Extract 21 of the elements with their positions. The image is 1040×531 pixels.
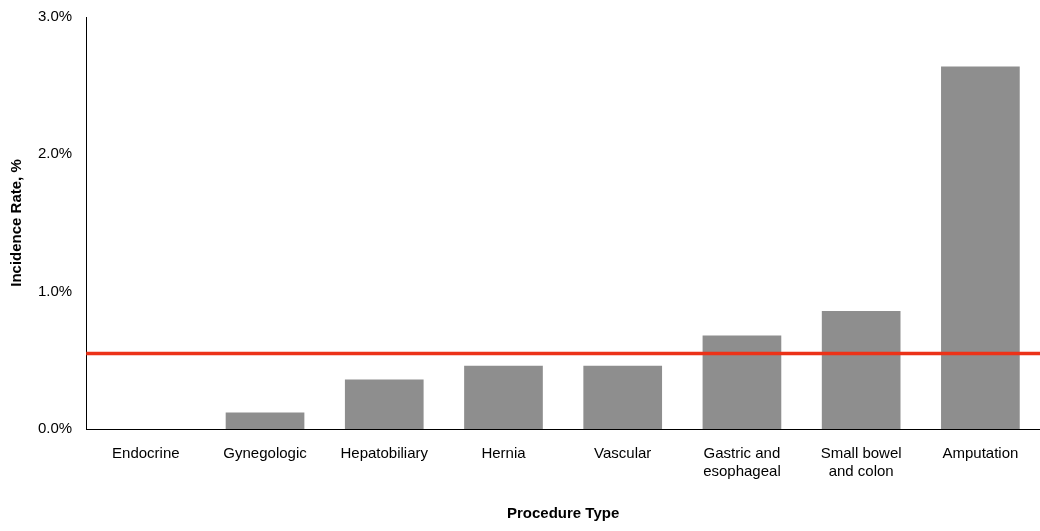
x-tick-label: Vascular: [594, 444, 652, 462]
x-tick-label: Endocrine: [112, 444, 180, 462]
x-tick-label: Amputation: [942, 444, 1019, 462]
y-axis-title: Incidence Rate, %: [7, 159, 25, 287]
x-tick-label: Small bowel and colon: [820, 444, 902, 480]
y-tick-label: 0.0%: [37, 419, 73, 437]
bar: [821, 310, 901, 429]
bar: [464, 365, 543, 429]
y-tick-label: 3.0%: [37, 7, 73, 25]
bar: [583, 365, 663, 429]
bar: [344, 379, 424, 429]
x-tick-label: Gastric and esophageal: [703, 444, 781, 480]
bar: [225, 412, 305, 429]
x-tick-label: Gynegologic: [223, 444, 308, 462]
bar: [702, 335, 782, 429]
x-tick-label: Hernia: [481, 444, 527, 462]
x-tick-label: Hepatobiliary: [340, 444, 429, 462]
y-tick-label: 2.0%: [37, 144, 73, 162]
bar: [941, 66, 1020, 429]
x-axis-title: Procedure Type: [506, 504, 620, 522]
y-tick-label: 1.0%: [37, 281, 73, 299]
